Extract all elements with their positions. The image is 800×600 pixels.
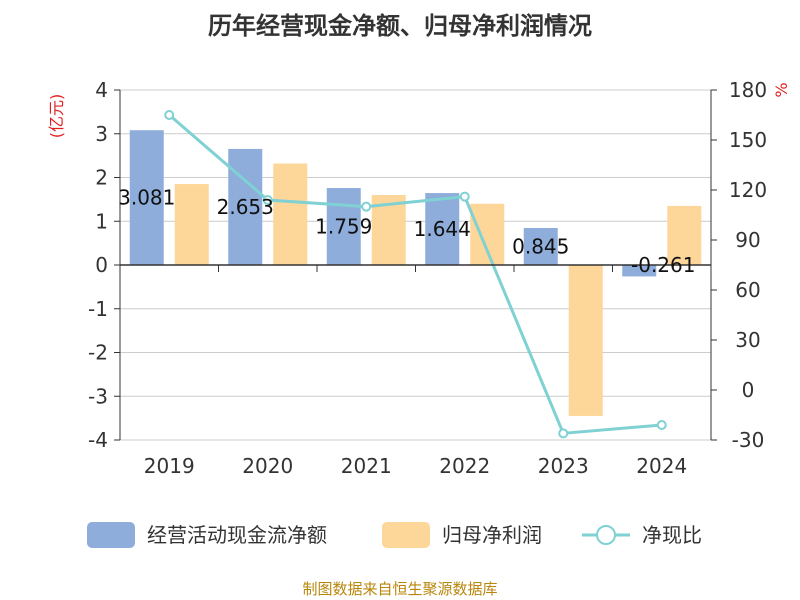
point-net-cash-ratio-2021 [361,201,372,212]
bar-netprofit-2019 [174,184,209,265]
right-tick-label: 90 [735,228,760,252]
legend-swatch [382,522,430,548]
bars-layer [129,130,702,416]
line-layer [164,110,667,439]
point-net-cash-ratio-2022 [459,191,470,202]
bar-value-label: 2.653 [217,195,274,219]
left-tick-label: 2 [95,166,108,190]
right-tick-label: -30 [732,428,765,452]
bar-cashflow-2024 [622,265,657,277]
point-net-cash-ratio-2019 [164,110,175,120]
right-tick-label: 0 [742,378,755,402]
line-net-cash-ratio [168,113,662,435]
x-tick-label: 2021 [341,454,392,478]
bar-cashflow-2023 [523,228,558,265]
bar-netprofit-2023 [568,265,603,416]
legend-label: 净现比 [642,523,702,547]
x-tick-label: 2024 [636,454,687,478]
x-tick-label: 2019 [144,454,195,478]
x-tick-label: 2022 [439,454,490,478]
axes-layer: 4 3 2 1 0 -1 -2 -3 -4 180 150 120 90 60 30 0 -30 2019 2020… [88,78,767,478]
labels-layer: 3.081 2.653 1.759 1.644 0.845 -0.261 [118,186,695,277]
left-tick-label: 1 [95,209,108,233]
right-tick-label: 150 [729,128,767,152]
bar-value-label: 1.759 [315,215,372,239]
data-source-note: 制图数据来自恒生聚源数据库 [302,580,497,598]
legend: 经营活动现金流净额 归母净利润 净现比 [87,522,702,548]
left-tick-label: -2 [88,341,108,365]
bar-value-label: -0.261 [631,253,695,277]
legend-label: 归母净利润 [442,523,542,547]
x-tick-label: 2020 [242,454,293,478]
bar-cashflow-2019 [129,130,164,265]
bar-cashflow-2021 [326,188,361,265]
x-tick-label: 2023 [538,454,589,478]
legend-line-point [596,525,616,545]
grid-lines [120,89,711,441]
point-net-cash-ratio-2020 [262,195,273,205]
left-tick-label: -1 [88,297,108,321]
bar-cashflow-2020 [228,148,263,265]
bar-netprofit-2022 [470,203,505,265]
left-tick-label: 4 [95,78,108,102]
bar-netprofit-2024 [667,205,702,265]
right-tick-label: 120 [729,178,767,202]
legend-label: 经营活动现金流净额 [147,523,327,547]
bar-value-label: 1.644 [414,217,471,241]
legend-swatch [87,522,135,548]
right-tick-label: 60 [735,278,760,302]
point-net-cash-ratio-2023 [558,428,569,439]
left-tick-label: -4 [88,428,108,452]
left-tick-label: 3 [95,122,108,146]
bar-value-label: 3.081 [118,186,175,210]
right-tick-label: 180 [729,78,767,102]
right-axis-unit: % [772,82,791,97]
left-axis-unit: (亿元) [47,94,66,139]
left-tick-label: -3 [88,384,108,408]
chart-title: 历年经营现金净额、归母净利润情况 [208,12,592,40]
bar-cashflow-2022 [425,193,460,265]
right-tick-label: 30 [735,328,760,352]
left-tick-label: 0 [95,253,108,277]
bar-value-label: 0.845 [512,235,569,259]
point-net-cash-ratio-2024 [656,420,667,430]
bar-netprofit-2020 [273,163,308,265]
